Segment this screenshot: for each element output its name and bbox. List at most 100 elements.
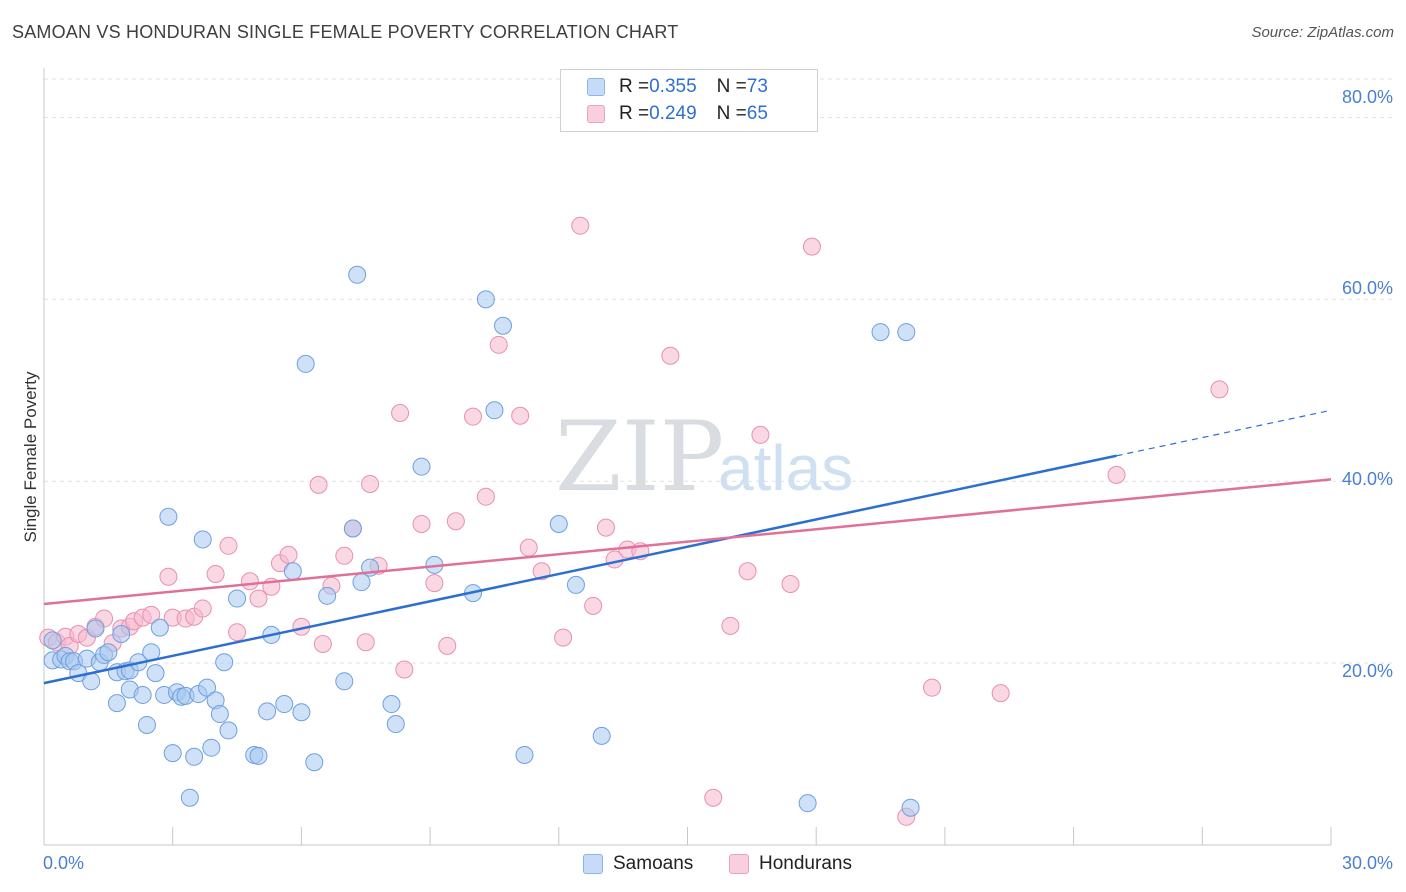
axis-labels: Single Female Poverty 0.0% 30.0% 20.0% 4… [21, 87, 1393, 873]
samoan-n-value: 73 [746, 76, 768, 97]
samoan-point-65 [515, 745, 534, 764]
honduran-swatch [587, 105, 605, 123]
samoan-point-15 [112, 625, 131, 644]
honduran-point-26 [279, 545, 298, 564]
watermark: ZIP atlas [555, 401, 853, 513]
honduran-point-50 [584, 596, 603, 615]
watermark-atlas: atlas [718, 432, 853, 504]
y-tick-label-40: 40.0% [1342, 469, 1393, 489]
bottom-legend-honduran: Hondurans [729, 851, 852, 877]
samoan-point-13 [107, 694, 126, 713]
honduran-point-57 [721, 616, 740, 635]
honduran-point-13 [142, 605, 161, 624]
honduran-point-42 [464, 407, 482, 426]
samoan-point-51 [318, 586, 337, 605]
legend-row-samoan: R = 0.355 N = 73 [587, 75, 768, 99]
honduran-point-28 [309, 475, 328, 494]
samoan-point-36 [202, 738, 221, 757]
samoan-point-64 [494, 316, 513, 335]
samoan-point-71 [897, 323, 916, 342]
x-tick-label-start: 0.0% [43, 853, 84, 873]
samoan-point-59 [412, 457, 431, 476]
honduran-point-48 [554, 628, 573, 647]
samoan-point-47 [283, 562, 302, 581]
samoan-trend-line [43, 454, 1117, 685]
samoan-point-41 [228, 589, 247, 608]
samoan-point-26 [159, 507, 178, 526]
honduran-point-37 [395, 660, 414, 679]
honduran-point-22 [240, 572, 259, 591]
honduran-point-20 [219, 536, 238, 555]
honduran-point-36 [391, 404, 410, 423]
samoan-point-67 [566, 575, 585, 594]
samoan-point-12 [99, 643, 118, 662]
samoan-point-63 [485, 401, 504, 420]
honduran-point-33 [356, 633, 375, 652]
honduran-point-49 [571, 216, 590, 235]
honduran-point-18 [193, 599, 212, 618]
samoan-r-value: 0.355 [649, 76, 697, 97]
honduran-n-label: N = [716, 103, 747, 124]
samoan-point-38 [210, 705, 229, 724]
y-axis-label: Single Female Poverty [21, 371, 40, 543]
honduran-point-23 [249, 589, 268, 608]
chart-title: SAMOAN VS HONDURAN SINGLE FEMALE POVERTY… [12, 22, 679, 42]
honduran-point-64 [1107, 465, 1126, 484]
samoan-point-35 [198, 678, 217, 697]
samoan-point-43 [249, 746, 268, 765]
watermark-zip: ZIP [555, 401, 724, 513]
y-tick-label-20: 20.0% [1342, 661, 1393, 681]
honduran-point-61 [802, 237, 821, 256]
honduran-point-51 [596, 518, 615, 537]
trend-lines [43, 410, 1332, 685]
samoan-point-46 [275, 695, 294, 714]
honduran-point-41 [446, 512, 465, 531]
honduran-point-62 [923, 678, 942, 697]
samoan-point-68 [592, 726, 611, 745]
samoan-point-21 [137, 715, 156, 734]
samoan-point-9 [86, 619, 105, 638]
honduran-point-34 [361, 474, 380, 493]
x-tick-label-end: 30.0% [1342, 853, 1393, 873]
honduran-point-19 [206, 564, 225, 583]
samoan-point-23 [146, 664, 165, 683]
honduran-point-63 [991, 684, 1010, 703]
honduran-point-38 [412, 514, 431, 533]
honduran-point-21 [228, 623, 247, 642]
samoan-point-53 [343, 519, 362, 538]
samoan-n-label: N = [716, 76, 747, 97]
honduran-point-31 [335, 546, 354, 565]
samoan-point-40 [219, 721, 238, 740]
honduran-point-29 [313, 635, 332, 654]
samoan-point-32 [185, 747, 204, 766]
samoan-point-69 [798, 794, 817, 813]
samoan-trend-extension [1116, 410, 1327, 457]
honduran-n-value: 65 [746, 103, 768, 124]
samoan-point-39 [215, 653, 234, 672]
honduran-legend-label: Hondurans [759, 853, 852, 874]
y-tick-label-80: 80.0% [1342, 87, 1393, 107]
samoan-point-52 [335, 672, 354, 691]
samoan-legend-label: Samoans [613, 853, 694, 874]
samoan-r-label: R = [619, 76, 650, 97]
samoan-point-50 [305, 753, 324, 772]
samoan-point-20 [133, 685, 152, 704]
samoan-point-72 [901, 798, 920, 817]
honduran-point-58 [738, 562, 757, 581]
samoan-point-62 [476, 290, 495, 309]
honduran-point-44 [489, 335, 508, 354]
samoan-swatch [587, 78, 605, 96]
samoan-point-57 [382, 695, 401, 714]
y-tick-label-60: 60.0% [1342, 278, 1393, 298]
honduran-point-59 [751, 425, 770, 444]
samoan-point-49 [296, 354, 315, 373]
samoan-point-48 [292, 703, 311, 722]
honduran-point-14 [159, 567, 178, 586]
samoan-point-31 [180, 788, 199, 807]
samoan-legend-swatch [583, 854, 603, 874]
honduran-point-46 [519, 538, 538, 557]
bottom-legend-samoan: Samoans [583, 851, 693, 877]
axes-layer [43, 68, 1332, 846]
samoan-points [43, 265, 920, 817]
